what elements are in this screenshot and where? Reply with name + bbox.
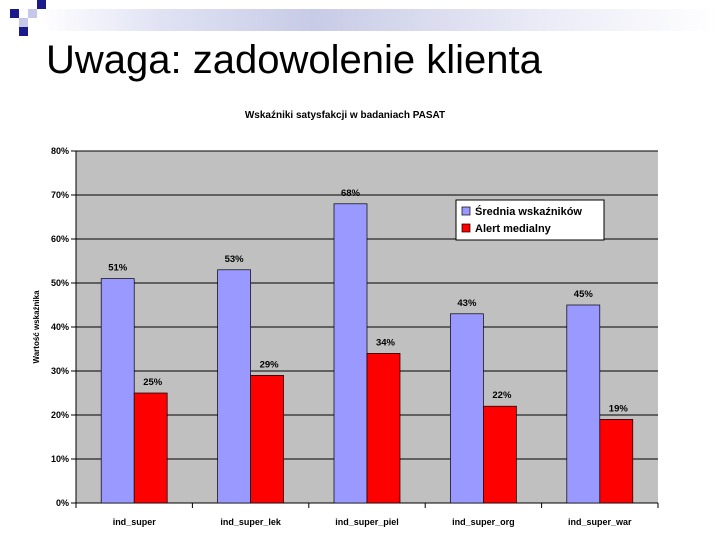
data-label: 34% bbox=[376, 337, 396, 348]
data-label: 53% bbox=[225, 254, 245, 265]
y-tick-label: 50% bbox=[51, 278, 69, 288]
legend-swatch bbox=[461, 223, 471, 233]
data-label: 51% bbox=[108, 263, 128, 274]
y-axis-label: Wartość wskaźnika bbox=[32, 290, 41, 364]
y-tick-label: 30% bbox=[51, 366, 69, 376]
deco-square bbox=[19, 27, 28, 36]
y-tick-label: 80% bbox=[51, 146, 69, 156]
bar-alert bbox=[250, 375, 284, 504]
y-tick-label: 10% bbox=[51, 454, 69, 464]
data-label: 45% bbox=[574, 289, 594, 300]
data-label: 19% bbox=[609, 403, 629, 414]
data-label: 25% bbox=[143, 377, 163, 388]
bar-alert bbox=[133, 392, 168, 504]
slide-title: Uwaga: zadowolenie klienta bbox=[46, 38, 542, 82]
y-tick-label: 70% bbox=[51, 190, 69, 200]
x-tick-label: ind_super_piel bbox=[335, 517, 399, 527]
deco-square bbox=[37, 0, 46, 9]
y-tick-label: 60% bbox=[51, 234, 69, 244]
legend bbox=[455, 199, 605, 241]
bar-srednia bbox=[217, 269, 251, 504]
x-tick-label: ind_super bbox=[113, 517, 157, 527]
y-tick-label: 40% bbox=[51, 322, 69, 332]
data-label: 68% bbox=[341, 188, 361, 199]
header-band bbox=[40, 9, 720, 31]
x-tick-label: ind_super_lek bbox=[220, 517, 282, 527]
bar-alert bbox=[366, 353, 401, 504]
data-label: 29% bbox=[260, 359, 280, 370]
bar-srednia bbox=[100, 278, 135, 504]
bar-alert bbox=[483, 405, 517, 504]
deco-square bbox=[19, 18, 28, 27]
legend-swatch bbox=[461, 206, 471, 216]
legend-label: Średnia wskaźników bbox=[475, 205, 582, 218]
bar-srednia bbox=[450, 313, 484, 504]
deco-square bbox=[28, 9, 37, 18]
deco-square bbox=[10, 9, 19, 18]
data-label: 43% bbox=[457, 298, 477, 309]
y-tick-label: 0% bbox=[56, 498, 69, 508]
x-tick-label: ind_super_war bbox=[568, 517, 632, 527]
y-tick-label: 20% bbox=[51, 410, 69, 420]
bar-srednia bbox=[333, 203, 368, 504]
chart-title: Wskaźniki satysfakcji w badaniach PASAT bbox=[245, 110, 445, 121]
bar-alert bbox=[599, 419, 634, 504]
bar-srednia bbox=[566, 304, 601, 504]
x-tick-label: ind_super_org bbox=[452, 517, 515, 527]
legend-label: Alert medialny bbox=[475, 223, 552, 235]
data-label: 22% bbox=[492, 390, 512, 401]
